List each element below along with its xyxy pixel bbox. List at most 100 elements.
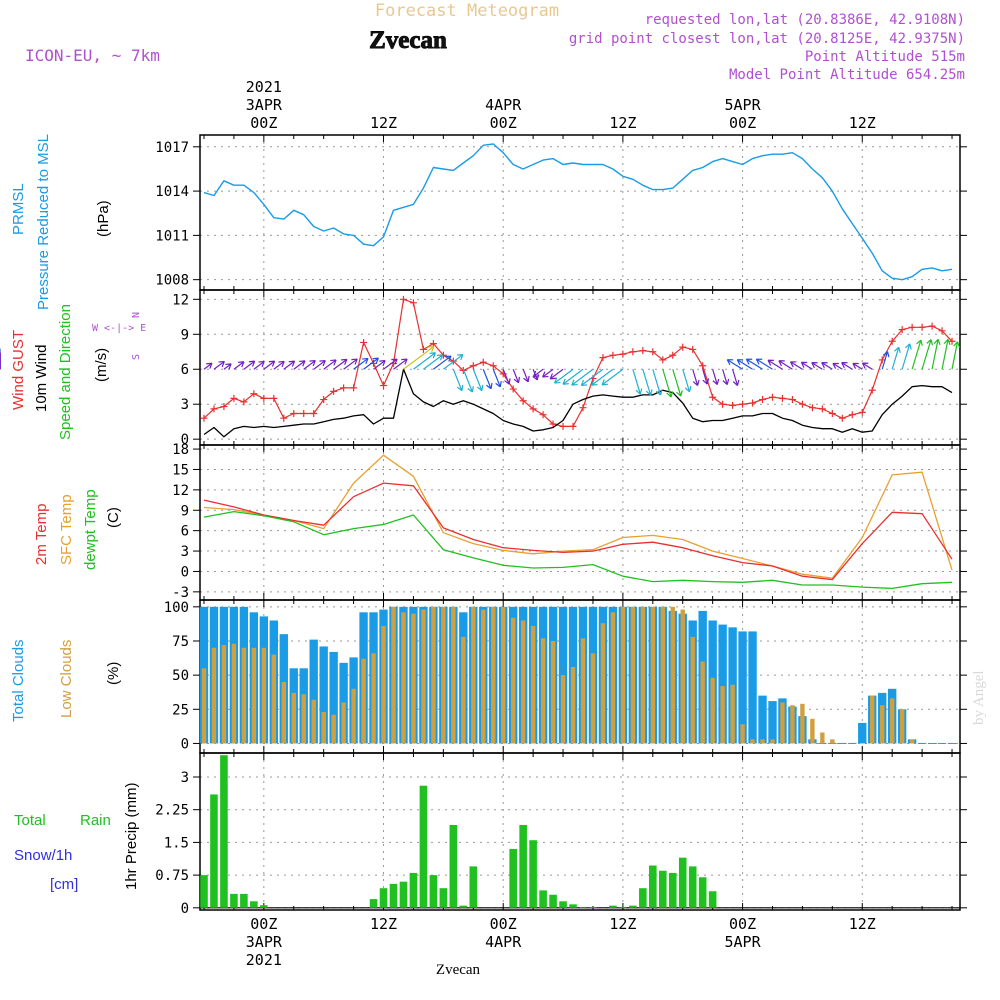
gust-point bbox=[908, 323, 916, 331]
y-tick-label: 0.75 bbox=[155, 868, 189, 884]
gust-point bbox=[649, 348, 657, 356]
wind-arrow-head bbox=[811, 362, 818, 369]
low-cloud-bar bbox=[770, 739, 775, 744]
wind-arrow-head bbox=[456, 384, 464, 392]
gust-point bbox=[290, 410, 298, 418]
wind-arrow bbox=[951, 341, 959, 370]
temp-sfc-label: SFC Temp bbox=[58, 494, 75, 565]
rain-bar bbox=[609, 905, 617, 908]
wind-arrow bbox=[652, 369, 662, 396]
wind-arrow bbox=[862, 362, 873, 370]
low-cloud-bar bbox=[750, 739, 755, 744]
wind-arrow bbox=[343, 358, 358, 370]
low-cloud-bar bbox=[251, 647, 257, 744]
wind-arrow-head bbox=[943, 338, 951, 346]
wind-arrow bbox=[702, 369, 708, 385]
gust-point bbox=[739, 400, 747, 408]
wind-arrow-head bbox=[882, 351, 890, 358]
wind-arrow bbox=[692, 369, 699, 386]
prmsl-label: PRMSL bbox=[10, 183, 27, 235]
wind-arrow-head bbox=[702, 378, 710, 385]
wind-arrow bbox=[363, 357, 379, 370]
gust-point bbox=[629, 348, 637, 356]
low-cloud-bar bbox=[451, 606, 456, 744]
precip-total-label: Total bbox=[14, 812, 46, 829]
y-tick-label: 12 bbox=[172, 292, 189, 308]
wind-arrow-head bbox=[445, 355, 452, 362]
panel-frame-precipitation bbox=[199, 752, 961, 911]
wind-arrow-head bbox=[645, 389, 653, 396]
wind-arrow bbox=[911, 339, 922, 370]
wind-arrow bbox=[423, 354, 443, 370]
rain-bar bbox=[549, 894, 557, 908]
wind-arrow-head bbox=[362, 357, 369, 365]
wind-arrow-head bbox=[726, 359, 734, 366]
low-cloud-bar bbox=[471, 606, 476, 744]
y-tick-label: 1017 bbox=[155, 140, 189, 156]
wind-arrow-head bbox=[523, 375, 530, 383]
gust-point bbox=[419, 345, 427, 353]
low-cloud-bar bbox=[720, 686, 725, 744]
wind-arrow-head bbox=[467, 386, 474, 393]
gust-point bbox=[509, 385, 517, 393]
wind-arrow bbox=[811, 362, 823, 370]
rain-bar bbox=[369, 899, 378, 908]
wind-arrow-head bbox=[562, 378, 569, 385]
wind-arrow-head bbox=[790, 361, 797, 368]
wind-arrow bbox=[852, 362, 863, 370]
wind-arrow-head bbox=[532, 370, 540, 378]
wind-arrow bbox=[642, 369, 652, 396]
bottom-time-label: 00Z bbox=[729, 915, 756, 933]
wind-10m-label: 10m Wind bbox=[33, 344, 50, 412]
gust-point bbox=[360, 338, 368, 346]
wind-arrow-head bbox=[676, 390, 683, 397]
wind-arrow-head bbox=[340, 358, 348, 365]
rain-bar bbox=[250, 901, 258, 908]
y-tick-label: 9 bbox=[181, 503, 189, 519]
wind-arrow bbox=[580, 368, 604, 386]
wind-arrow bbox=[403, 345, 435, 370]
wind-arrow bbox=[512, 369, 520, 383]
gust-point bbox=[579, 404, 587, 412]
low-cloud-bar bbox=[351, 688, 356, 744]
wind-arrow bbox=[682, 369, 691, 392]
pressure-msl-label: Pressure Reduced to MSL bbox=[35, 134, 52, 310]
watermark: by Angel bbox=[971, 670, 987, 725]
low-cloud-bar bbox=[740, 724, 745, 744]
wind-arrow-head bbox=[635, 388, 643, 395]
compass-we: W <-|-> E bbox=[92, 323, 146, 334]
low-clouds-label: Low Clouds bbox=[58, 640, 75, 718]
y-tick-label: 18 bbox=[172, 442, 189, 458]
gust-point bbox=[868, 386, 876, 394]
wind-arrow bbox=[492, 369, 501, 388]
low-cloud-bar bbox=[441, 606, 446, 744]
low-cloud-bar bbox=[401, 612, 406, 744]
wind-arrow bbox=[452, 369, 463, 391]
gust-point bbox=[818, 405, 826, 413]
gust-line bbox=[203, 298, 953, 427]
low-cloud-bar bbox=[381, 625, 386, 744]
gust-point bbox=[699, 362, 707, 370]
top-time-label: 00Z bbox=[250, 114, 277, 132]
wind-arrow-head bbox=[248, 360, 256, 367]
temp-dewpt-label: dewpt Temp bbox=[82, 489, 99, 570]
wind-arrow bbox=[554, 368, 574, 384]
low-cloud-bar bbox=[501, 606, 506, 744]
wind-arrow bbox=[203, 362, 213, 370]
gust-point bbox=[529, 405, 537, 413]
wind-arrow bbox=[303, 360, 316, 370]
low-cloud-bar bbox=[600, 623, 606, 744]
gust-point bbox=[549, 420, 557, 428]
low-cloud-bar bbox=[271, 654, 276, 744]
wind-arrow-head bbox=[206, 362, 213, 369]
wind-arrow bbox=[756, 358, 773, 370]
gust-point bbox=[469, 362, 477, 370]
wind-arrow-head bbox=[736, 359, 744, 366]
gust-point bbox=[210, 405, 218, 413]
top-time-label: 00Z bbox=[490, 114, 517, 132]
y-tick-label: 1.5 bbox=[164, 835, 189, 851]
precip-rain-label: Rain bbox=[80, 812, 111, 829]
wind-arrow-head bbox=[601, 379, 608, 386]
wind-arrow-head bbox=[916, 339, 923, 346]
wind-arrow-head bbox=[309, 359, 316, 367]
